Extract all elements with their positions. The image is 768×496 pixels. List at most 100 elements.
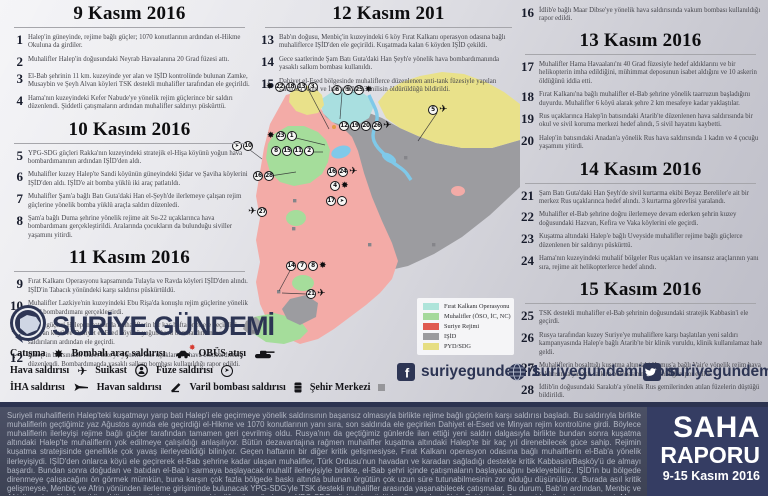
event-marker: 16 <box>327 167 337 177</box>
event-number: 15 <box>261 75 274 91</box>
event-text: TSK destekli muhalifler el-Bab şehrinin … <box>539 310 749 326</box>
event-number: 1 <box>16 32 24 47</box>
event-marker: 21 <box>306 289 316 299</box>
column-middle: 12 Kasım 201 13 Bab'ın doğusu, Menbiç'in … <box>257 3 520 102</box>
legend-label: Fırat Kalkanı Operasyonu <box>444 303 510 310</box>
event-number: 24 <box>521 253 534 269</box>
event-item: 1 Halep'in güneyinde, rejime bağlı güçler… <box>6 33 253 51</box>
assassination-icon <box>135 364 148 377</box>
event-text: Dahiyet el-Esed bölgesinde muhaliflerce … <box>279 77 497 94</box>
divider <box>525 303 756 305</box>
brand-first: SURİYE <box>52 310 148 341</box>
event-text: Şam Batı Guta'daki Han Şeyh'de sivil kur… <box>539 189 749 206</box>
map-marker-cluster-west-aleppo-air: 12 19 20 26 ✈ <box>339 121 391 131</box>
event-item: 19 Rus uçaklarınca Halep'in batısındaki A… <box>517 112 764 130</box>
event-marker: 25 <box>354 85 364 95</box>
legend-label: Suikast <box>95 365 127 376</box>
legend-swatch-muhalifler <box>423 313 439 320</box>
airstrike-icon: ✈ <box>248 206 257 217</box>
car-bomb-icon: ✸ <box>174 343 196 359</box>
divider <box>525 182 756 184</box>
event-number: 17 <box>521 58 534 74</box>
event-number: 9 <box>16 276 24 292</box>
event-number: 25 <box>521 308 534 324</box>
event-text: Halep'in batısındaki Daret İzze'ye yönel… <box>28 352 243 368</box>
icon-legend: Çatışma ✸ Bombalı araç saldırısı ✸ OBÜS … <box>10 343 386 398</box>
social-handle: suriyegundemi.com <box>532 363 679 380</box>
event-item: 28 İdlib'in doğusundaki Sarakıb'a yönelik… <box>517 383 764 401</box>
event-item: 16 İdlib'e bağlı Maar Dibse'ye yönelik ha… <box>517 6 764 24</box>
city-center-icon <box>378 384 386 391</box>
legend-row: IŞİD <box>423 333 508 340</box>
column-right: 16 İdlib'e bağlı Maar Dibse'ye yönelik ha… <box>517 6 764 408</box>
section-10-kasim: 10 Kasım 2016 5 YPG-SDG güçleri Rakka'nın… <box>6 119 253 241</box>
clash-icon: ✸ <box>267 130 275 141</box>
airstrike-icon: ✈ <box>317 288 326 299</box>
event-number: 6 <box>16 169 24 185</box>
brand-second: GÜNDEMİ <box>153 310 275 341</box>
event-number: 22 <box>521 209 534 225</box>
legend-label: Muhalifler (ÖSO, İC, NC) <box>444 313 511 320</box>
legend-label: Varil bombası saldırısı <box>189 382 286 393</box>
suriye-gundemi-logo-icon <box>8 304 48 348</box>
section-title: 10 Kasım 2016 <box>68 118 191 140</box>
event-number: 7 <box>16 191 24 207</box>
clash-icon: ✸ <box>341 180 349 191</box>
syria-map-regions <box>243 72 520 344</box>
section-14-kasim: 14 Kasım 2016 21 Şam Batı Guta'daki Han Ş… <box>517 159 764 272</box>
legend-row: PYD/SDG <box>423 343 508 350</box>
event-marker: 17 <box>326 196 336 206</box>
section-title: 15 Kasım 2016 <box>579 279 702 301</box>
map-marker-cluster-raqqa: 5 ✈ <box>428 105 447 115</box>
event-text: Muhalifler kuzey Halep'te Sandi köyünün … <box>28 171 248 187</box>
event-text: Muhalifler Şam'a bağlı Batı Guta'daki Ha… <box>28 193 242 209</box>
legend-swatch-firat-kalkani <box>423 303 439 310</box>
event-marker: 19 <box>350 121 360 131</box>
footer: Suriyeli muhaliflerin Halep'teki kuşatma… <box>0 402 768 496</box>
map-marker-cluster-north-aleppo: 6 9 25 ✸ <box>332 85 373 95</box>
event-item: 6 Muhalifler kuzey Halep'te Sandi köyünün… <box>6 170 253 188</box>
map-marker-cluster-homs: ✈ 27 <box>248 206 268 217</box>
event-text: Gece saatlerinde Şam Batı Guta'daki Han … <box>279 55 500 72</box>
social-website[interactable]: suriyegundemi.com <box>508 363 678 381</box>
section-title: 13 Kasım 2016 <box>579 29 702 51</box>
event-item: 7 Muhalifler Şam'a bağlı Batı Guta'daki H… <box>6 192 253 210</box>
legend-swatch-isid <box>423 333 439 340</box>
event-marker: 23 <box>275 131 286 141</box>
airstrike-icon: ✈ <box>77 363 88 378</box>
legend-label: Füze saldırısı <box>155 365 213 376</box>
section-13-kasim: 13 Kasım 2016 17 Muhalifler Hama Havaalan… <box>517 30 764 152</box>
divider <box>265 27 512 28</box>
event-marker: 9 <box>343 85 353 95</box>
legend-label: Hava saldırısı <box>10 365 70 376</box>
map-marker-cluster-south-aleppo: 16 24 ✈ <box>327 167 357 177</box>
event-item: 24 Hama'nın kuzeyindeki muhalif bölgeler … <box>517 254 764 272</box>
event-item: 14 Gece saatlerinde Şam Batı Guta'daki Ha… <box>257 55 520 73</box>
event-marker: 27 <box>257 207 268 217</box>
section-title: 9 Kasım 2016 <box>73 3 186 24</box>
badge-title: SAHA <box>672 411 760 444</box>
missile-icon: ➤ <box>337 196 347 206</box>
event-item: 17 Muhalifler Hama Havaalanı'nı 40 Grad f… <box>517 60 764 86</box>
event-marker: 20 <box>361 121 371 131</box>
facebook-icon: f <box>397 363 415 381</box>
map-marker-cluster-idlib: 16 28 <box>253 171 274 181</box>
event-text: Fırat Kalkanı'na bağlı muhalifler el-Bab… <box>539 91 751 107</box>
legend-label: PYD/SDG <box>444 343 471 350</box>
event-text: YPG-SDG güçleri Rakka'nın kuzeyindeki st… <box>28 149 243 165</box>
event-item: 13 Bab'ın doğusu, Menbiç'in kuzeyindeki 6… <box>257 33 520 51</box>
legend-swatch-rejim <box>423 323 439 330</box>
event-item: 18 Fırat Kalkanı'na bağlı muhalifler el-B… <box>517 90 764 108</box>
event-text: Halep'in güneyinde, rejime bağlı güçler;… <box>28 34 241 50</box>
divider <box>14 27 245 28</box>
map-marker-cluster-aleppo-city: ✸ 23 1 <box>267 131 297 141</box>
event-marker: 13 <box>296 82 307 92</box>
social-twitter[interactable]: suriyegundemi_ <box>643 363 768 381</box>
event-item: 22 Muhalifler el-Bab şehrine doğru ilerle… <box>517 210 764 228</box>
icon-legend-row: Çatışma ✸ Bombalı araç saldırısı ✸ OBÜS … <box>10 343 385 360</box>
event-item: 5 YPG-SDG güçleri Rakka'nın kuzeyindeki s… <box>6 149 253 167</box>
badge-subtitle: RAPORU <box>660 441 760 468</box>
brand-logo: SURİYE GÜNDEMİ <box>8 304 275 348</box>
legend-label: Şehir Merkezi <box>309 382 371 393</box>
event-number: 21 <box>521 187 534 203</box>
